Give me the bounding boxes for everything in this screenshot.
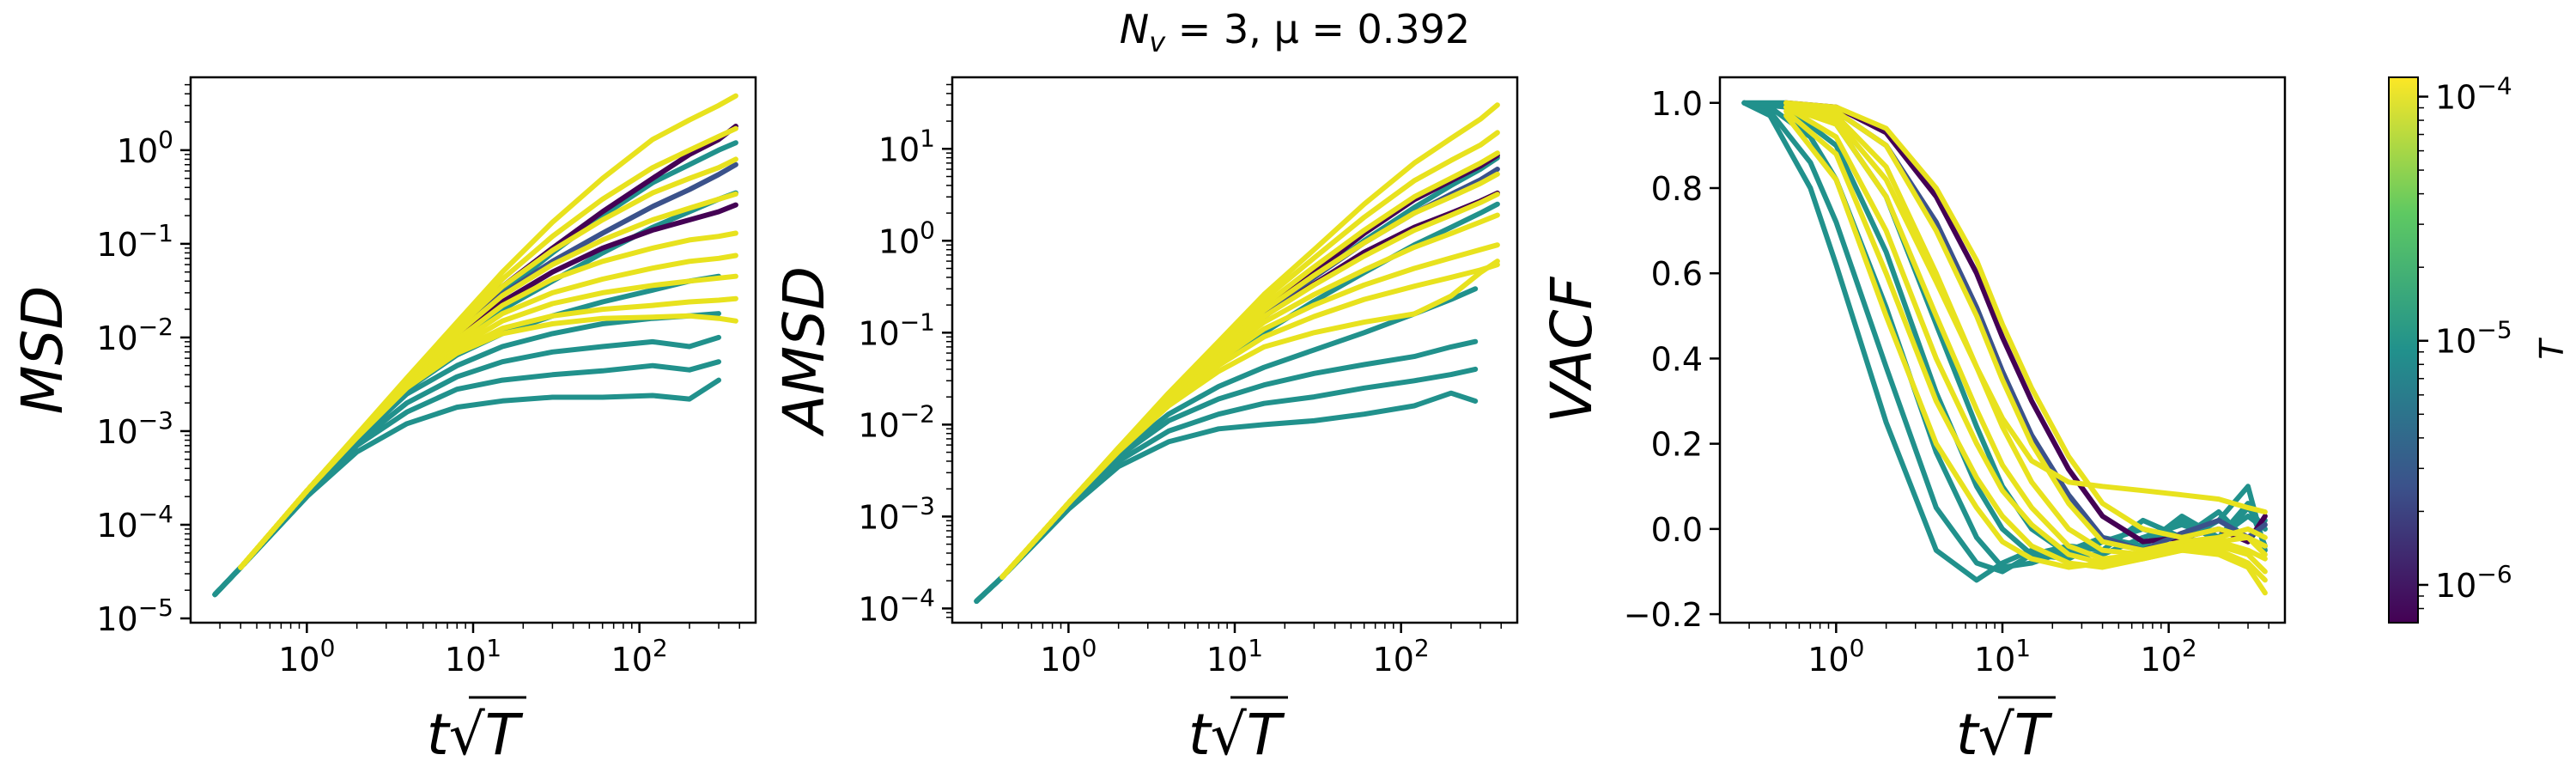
figure-title: Nv = 3, μ = 0.392 xyxy=(1120,6,1470,58)
amsd-ytick-label: 100 xyxy=(878,216,935,260)
msd-ytick-label: 10−2 xyxy=(96,313,173,357)
vacf-ytick-label: 0.2 xyxy=(1651,426,1703,464)
amsd-panel: 100 101 102 10−4 10−3 10−2 10−1 100 101 t√T AMSD xyxy=(771,76,1519,768)
msd-ytick-label: 10−3 xyxy=(96,406,173,451)
amsd-ytick-label: 10−2 xyxy=(858,399,935,444)
vacf-series-line-14 xyxy=(1783,104,2268,514)
msd-panel: 100 101 102 10−5 10−4 10−3 10−2 10−1 100 t√T MSD xyxy=(9,76,757,768)
colorbar-tick-label: 10−6 xyxy=(2435,560,2512,605)
msd-series-line-18 xyxy=(238,313,738,570)
vacf-xlabel: t√T xyxy=(1956,702,2053,768)
vacf-ytick-label: 0.0 xyxy=(1651,511,1703,549)
msd-ylabel: MSD xyxy=(9,286,76,415)
vacf-series-line-10 xyxy=(1783,104,2268,562)
msd-xlabel: t√T xyxy=(427,702,524,768)
vacf-ytick-label: 0.6 xyxy=(1651,255,1703,293)
vacf-series-line-7 xyxy=(1783,100,2268,557)
amsd-ytick-label: 10−1 xyxy=(858,307,935,352)
amsd-ytick-label: 10−4 xyxy=(858,583,935,628)
msd-ytick-label: 100 xyxy=(117,125,173,170)
amsd-ytick-label: 101 xyxy=(878,124,935,168)
vacf-xtick-label: 102 xyxy=(2141,634,2197,679)
vacf-series-group xyxy=(1741,100,2268,596)
msd-ytick-label: 10−1 xyxy=(96,219,173,264)
colorbar-tick-label: 10−5 xyxy=(2435,316,2512,361)
amsd-xtick-label: 102 xyxy=(1373,634,1430,679)
amsd-series-group xyxy=(974,102,1500,604)
vacf-ytick-label: 1.0 xyxy=(1651,85,1703,123)
colorbar-tick-label: 10−4 xyxy=(2435,72,2512,117)
vacf-ytick-label: −0.2 xyxy=(1624,596,1703,634)
vacf-series-line-13 xyxy=(1783,113,2268,596)
amsd-xtick-label: 101 xyxy=(1206,634,1263,679)
msd-xtick-label: 101 xyxy=(445,634,501,679)
vacf-ytick-label: 0.8 xyxy=(1651,170,1703,208)
amsd-ylabel: AMSD xyxy=(771,266,837,437)
msd-xtick-label: 102 xyxy=(611,634,668,679)
msd-xtick-label: 100 xyxy=(278,634,335,679)
colorbar-label: T xyxy=(2533,338,2571,360)
vacf-series-line-3 xyxy=(1741,100,2268,562)
amsd-series-line-17 xyxy=(999,259,1500,580)
vacf-xtick-label: 100 xyxy=(1807,634,1864,679)
msd-ytick-label: 10−5 xyxy=(96,593,173,638)
vacf-xtick-label: 101 xyxy=(1974,634,2031,679)
amsd-xlabel: t√T xyxy=(1188,702,1285,768)
msd-series-group xyxy=(212,93,738,598)
vacf-ytick-label: 0.4 xyxy=(1651,340,1703,378)
vacf-panel: 100 101 102 −0.2 0.0 0.2 0.4 0.6 0.8 1.0 t√T VACF xyxy=(1539,76,2287,768)
amsd-xtick-label: 100 xyxy=(1040,634,1097,679)
vacf-ylabel: VACF xyxy=(1539,277,1605,423)
colorbar-gradient xyxy=(2388,76,2419,624)
temperature-colorbar: T 10−6 10−5 10−4 xyxy=(2388,72,2571,624)
amsd-ytick-label: 10−3 xyxy=(858,491,935,536)
msd-ytick-label: 10−4 xyxy=(96,500,173,545)
vacf-series-line-12 xyxy=(1783,108,2268,583)
vacf-series-line-11 xyxy=(1783,104,2268,575)
